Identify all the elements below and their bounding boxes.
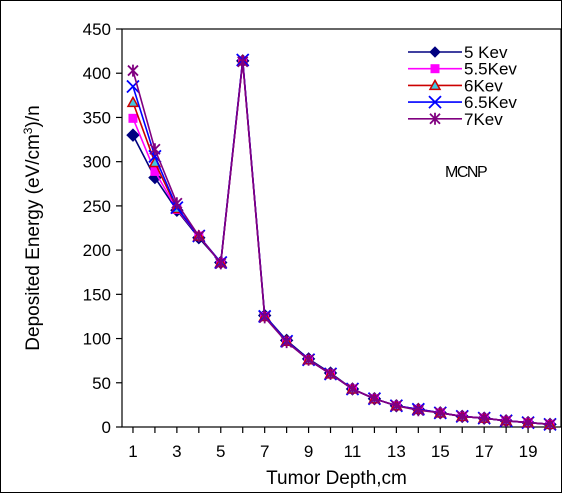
marker-asterisk <box>171 197 183 210</box>
plot-frame <box>121 28 562 428</box>
marker-asterisk <box>149 143 161 156</box>
legend-label: 7Kev <box>464 110 503 129</box>
x-tick-label: 11 <box>344 442 362 461</box>
legend-entry: 6.5Kev <box>408 93 517 112</box>
y-tick-label: 0 <box>102 418 111 437</box>
data-point <box>390 399 403 412</box>
data-point <box>302 353 315 366</box>
x-tick-label: 1 <box>128 442 137 461</box>
data-point <box>259 311 271 324</box>
y-tick-label: 100 <box>83 330 111 349</box>
marker-asterisk <box>237 55 249 68</box>
x-tick-label: 17 <box>475 442 494 461</box>
y-tick-label: 250 <box>83 197 111 216</box>
marker-asterisk <box>456 410 468 423</box>
marker-diamond <box>429 46 441 58</box>
x-tick-label: 15 <box>431 442 450 461</box>
marker-asterisk <box>215 257 227 270</box>
data-point <box>478 412 490 425</box>
y-tick-label: 150 <box>83 285 111 304</box>
x-tick-label: 13 <box>387 442 406 461</box>
marker-asterisk <box>434 406 446 419</box>
marker-asterisk <box>478 412 490 425</box>
marker-asterisk <box>522 416 534 429</box>
marker-asterisk <box>324 367 337 380</box>
marker-asterisk <box>259 311 271 324</box>
data-point <box>280 336 293 349</box>
data-point <box>171 197 183 210</box>
x-tick-label: 9 <box>304 442 313 461</box>
data-point <box>500 414 512 427</box>
marker-asterisk <box>302 353 315 366</box>
marker-asterisk <box>368 392 381 405</box>
data-point <box>126 95 140 108</box>
marker-square <box>430 64 440 74</box>
legend-label: 5.5Kev <box>464 60 517 79</box>
data-point <box>346 382 359 395</box>
y-tick-label: 300 <box>83 153 111 172</box>
y-tick-label: 350 <box>83 108 111 127</box>
data-point <box>126 128 140 142</box>
marker-asterisk <box>280 336 293 349</box>
legend-entry: 5 Kev <box>408 43 508 62</box>
x-tick-label: 5 <box>216 442 225 461</box>
data-point <box>544 418 556 431</box>
y-tick-label: 450 <box>83 20 111 39</box>
x-tick-label: 3 <box>172 442 181 461</box>
legend-entry: 5.5Kev <box>408 60 517 79</box>
data-point <box>324 367 337 380</box>
x-tick-label: 19 <box>519 442 538 461</box>
legend-label: 5 Kev <box>464 43 508 62</box>
data-point <box>237 55 249 68</box>
annotation-mcnp: MCNP <box>445 164 487 181</box>
data-point <box>522 416 534 429</box>
y-tick-label: 400 <box>83 64 111 83</box>
marker-asterisk <box>429 112 441 125</box>
x-axis-title: Tumor Depth,cm <box>266 468 407 489</box>
marker-square <box>128 113 138 123</box>
legend-entry: 6Kev <box>408 76 503 95</box>
marker-asterisk <box>390 399 403 412</box>
data-point <box>149 143 161 156</box>
marker-asterisk <box>127 64 139 77</box>
y-tick-label: 200 <box>83 241 111 260</box>
data-point <box>368 392 381 405</box>
x-tick-label: 7 <box>260 442 269 461</box>
data-point <box>215 257 227 270</box>
data-point <box>412 404 424 417</box>
marker-asterisk <box>412 404 424 417</box>
marker-triangle <box>428 78 442 91</box>
data-point <box>434 406 446 419</box>
marker-triangle <box>126 95 140 108</box>
series-layer <box>126 53 557 432</box>
legend-label: 6Kev <box>464 76 503 95</box>
marker-asterisk <box>193 229 205 242</box>
data-point <box>127 64 139 77</box>
y-axis-title: Deposited Energy (eV/cm3)/n <box>21 105 44 350</box>
y-tick-label: 50 <box>92 374 111 393</box>
marker-x <box>428 95 442 109</box>
data-point <box>193 229 205 242</box>
data-point <box>128 113 138 123</box>
marker-diamond <box>126 128 140 142</box>
marker-asterisk <box>346 382 359 395</box>
legend-entry: 7Kev <box>408 110 503 129</box>
marker-asterisk <box>544 418 556 431</box>
legend-label: 6.5Kev <box>464 93 517 112</box>
marker-asterisk <box>500 414 512 427</box>
series-5 <box>127 55 556 431</box>
data-point <box>456 410 468 423</box>
